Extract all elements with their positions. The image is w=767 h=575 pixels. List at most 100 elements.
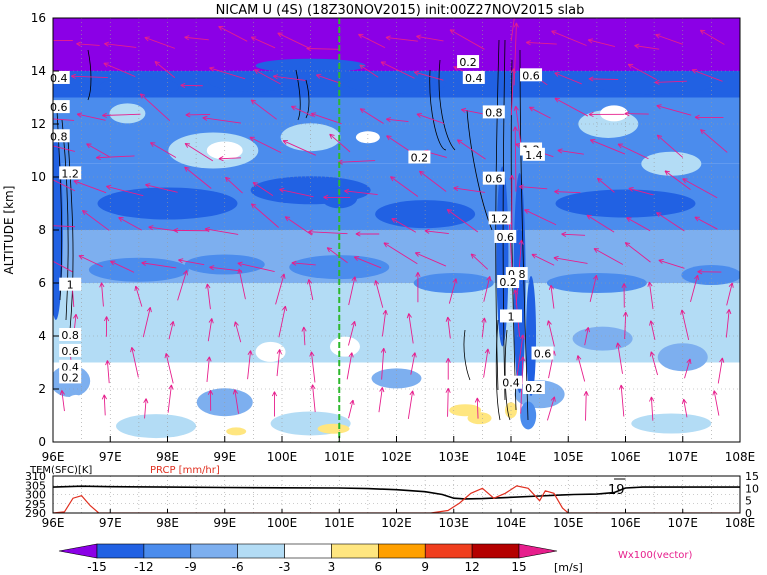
x-tick-label: 105E xyxy=(553,450,584,464)
contour-labels: 0.4 0.6 0.8 1.2 1 0.8 0.6 0.4 0.2 0.2 0.2 0.4 0.6 1.2… xyxy=(47,55,554,395)
x-tick-label: 99E xyxy=(213,450,236,464)
x-tick-label: 101E xyxy=(324,450,355,464)
vector-legend-label: Wx100(vector) xyxy=(618,550,693,561)
contour-label: 0.8 xyxy=(50,130,68,143)
colorbar-swatch xyxy=(237,543,285,559)
x-tick-label: 106E xyxy=(610,450,641,464)
contour-label: 0.2 xyxy=(411,151,429,164)
contour-label: 1.4 xyxy=(525,149,543,162)
surface-x-tick-label: 102E xyxy=(381,516,412,530)
contour-label: 0.6 xyxy=(485,173,503,186)
surface-x-tick-label: 106E xyxy=(610,516,641,530)
x-tick-label: 107E xyxy=(668,450,699,464)
precip-tick-label: 0 xyxy=(745,507,752,520)
temperature-tick-label: 295 xyxy=(25,498,46,511)
contour-label: 0.6 xyxy=(522,69,540,82)
surface-grid xyxy=(52,476,741,513)
contour-label: 0.8 xyxy=(485,106,503,119)
colorbar-swatch xyxy=(143,543,192,559)
contour-label: 1.2 xyxy=(491,212,509,225)
y-tick-label: 10 xyxy=(31,170,46,184)
colorbar-tick-label: 3 xyxy=(328,560,336,574)
colorbar: -15 -12 -9 -6 -3 3 6 9 12 15 xyxy=(58,543,558,574)
colorbar-swatch xyxy=(378,543,426,559)
temperature-tick-label: 300 xyxy=(25,489,46,502)
colorbar-low-triangle xyxy=(58,543,98,559)
main-panel: 0.4 0.6 0.8 1.2 1 0.8 0.6 0.4 0.2 0.2 0.2 0.4 0.6 1.2… xyxy=(2,11,756,464)
y-tick-label: 8 xyxy=(38,223,46,237)
surface-x-tick-label: 99E xyxy=(213,516,236,530)
contour-label: 0.2 xyxy=(525,382,543,395)
y-tick-label: 6 xyxy=(38,276,46,290)
colorbar-swatch xyxy=(284,543,332,559)
colorbar-swatch xyxy=(190,543,238,559)
colorbar-unit: [m/s] xyxy=(554,561,583,574)
surface-annotation: 19 xyxy=(608,483,625,498)
surface-x-tick-label: 105E xyxy=(553,516,584,530)
contour-label: 0.6 xyxy=(61,345,79,358)
y-tick-label: 14 xyxy=(31,64,46,78)
x-tick-label: 97E xyxy=(99,450,122,464)
colorbar-tick-label: 9 xyxy=(421,560,429,574)
contour-label: 1.2 xyxy=(61,167,79,180)
contour-label: 0.6 xyxy=(497,231,515,244)
surface-x-tick-label: 96E xyxy=(42,516,65,530)
surface-x-tick-label: 108E xyxy=(725,516,756,530)
temperature-tick-label: 290 xyxy=(25,507,46,520)
surface-panel: TEM(SFC)[K] PRCP [mm/hr] 19 290295300305… xyxy=(25,465,759,530)
contour-label: 0.6 xyxy=(534,348,552,361)
precip-tick-label: 10 xyxy=(745,482,759,495)
temperature-line xyxy=(53,485,740,500)
temperature-tick-label: 305 xyxy=(25,479,46,492)
contour-label: 0.2 xyxy=(499,276,517,289)
contour-label: 1 xyxy=(508,310,515,323)
colorbar-swatch xyxy=(96,543,145,559)
x-tick-label: 96E xyxy=(42,450,65,464)
colorbar-high-triangle xyxy=(518,543,558,559)
contour-label: 1 xyxy=(67,279,74,292)
contour-label: 0.6 xyxy=(50,101,68,114)
x-tick-label: 108E xyxy=(725,450,756,464)
surface-x-tick-label: 98E xyxy=(156,516,179,530)
contour-label: 0.8 xyxy=(61,329,79,342)
y-axis-label: ALTITUDE [km] xyxy=(2,186,16,275)
x-tick-label: 103E xyxy=(439,450,470,464)
y-tick-labels: 0 2 4 6 8 10 12 14 16 xyxy=(31,11,59,449)
colorbar-tick-label: -6 xyxy=(232,560,244,574)
colorbar-tick-label: 6 xyxy=(375,560,383,574)
colorbar-tick-label: -3 xyxy=(279,560,291,574)
precip-tick-label: 5 xyxy=(745,495,752,508)
colorbar-tick-label: 15 xyxy=(511,560,526,574)
surface-x-tick-label: 103E xyxy=(439,516,470,530)
x-tick-label: 104E xyxy=(496,450,527,464)
surface-x-tick-label: 107E xyxy=(668,516,699,530)
precip-tick-label: 15 xyxy=(745,470,759,483)
temperature-axis-label: TEM(SFC)[K] xyxy=(29,465,92,476)
contour-label: 0.2 xyxy=(459,56,477,69)
y-tick-label: 2 xyxy=(38,382,46,396)
precip-line xyxy=(53,485,740,513)
surface-x-tick-label: 104E xyxy=(496,516,527,530)
surface-x-tick-label: 101E xyxy=(324,516,355,530)
contour-label: 0.4 xyxy=(50,72,68,85)
contour-label: 0.2 xyxy=(61,371,79,384)
y-tick-label: 16 xyxy=(31,11,46,25)
chart-title: NICAM U (4S) (18Z30NOV2015) init:00Z27NO… xyxy=(216,3,585,18)
y-tick-label: 0 xyxy=(38,435,46,449)
colorbar-swatch xyxy=(331,543,379,559)
surface-x-tick-label: 100E xyxy=(267,516,298,530)
colorbar-tick-label: -12 xyxy=(134,560,154,574)
x-tick-label: 102E xyxy=(381,450,412,464)
x-tick-label: 100E xyxy=(267,450,298,464)
contour-label: 0.4 xyxy=(502,377,520,390)
y-tick-label: 4 xyxy=(38,329,46,343)
colorbar-tick-label: -15 xyxy=(87,560,107,574)
colorbar-swatch xyxy=(471,543,520,559)
y-tick-label: 12 xyxy=(31,117,46,131)
x-tick-labels: 96E 97E 98E 99E 100E 101E 102E 103E 104E 105E 106E… xyxy=(42,436,756,464)
surface-x-tick-label: 97E xyxy=(99,516,122,530)
precip-axis-label: PRCP [mm/hr] xyxy=(150,465,220,476)
colorbar-tick-label: 12 xyxy=(464,560,479,574)
